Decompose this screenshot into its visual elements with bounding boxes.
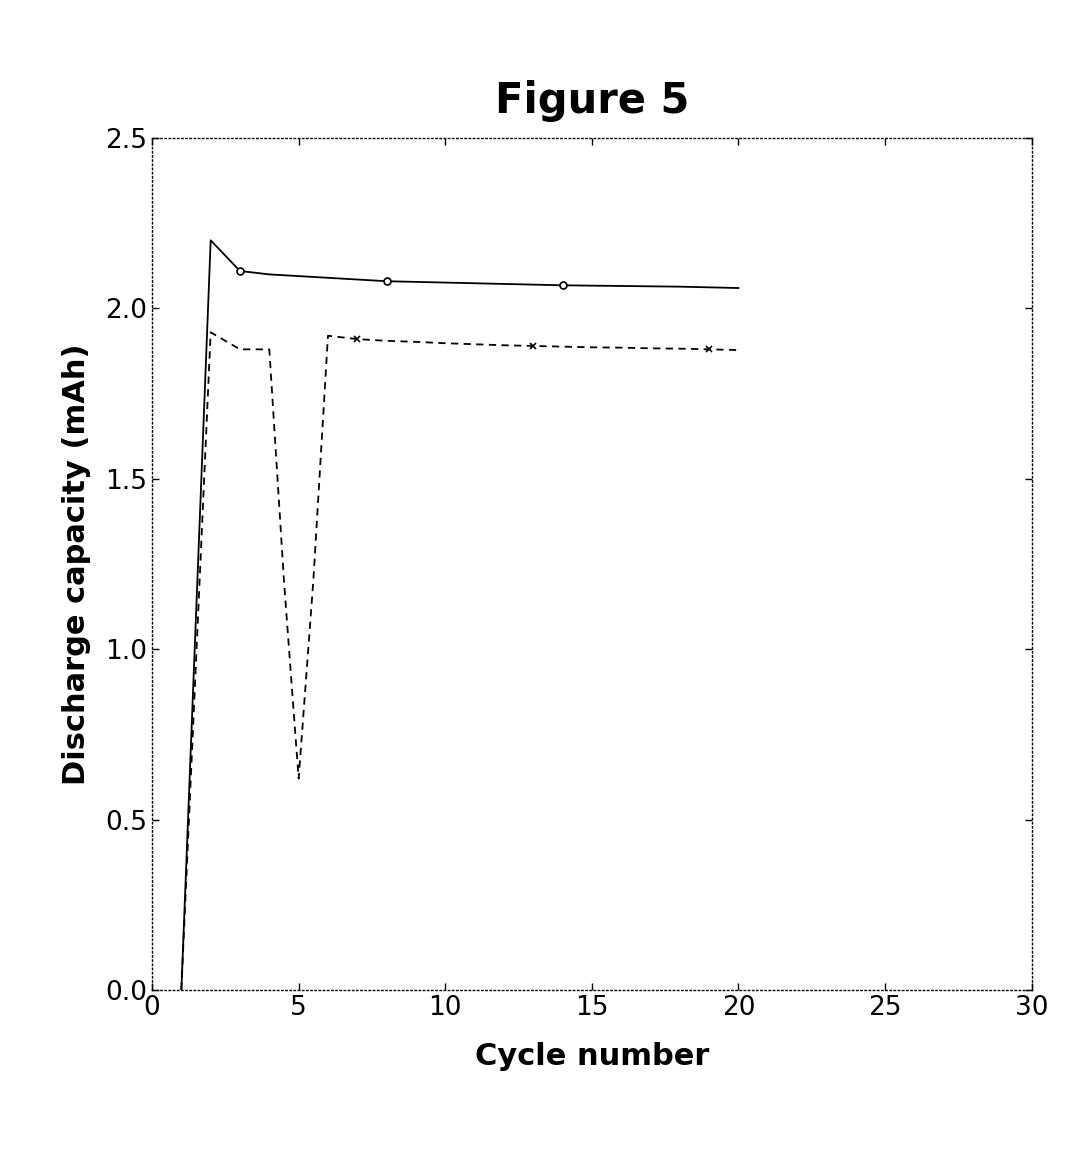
Title: Figure 5: Figure 5	[495, 81, 689, 122]
X-axis label: Cycle number: Cycle number	[475, 1042, 709, 1070]
Y-axis label: Discharge capacity (mAh): Discharge capacity (mAh)	[62, 343, 91, 785]
